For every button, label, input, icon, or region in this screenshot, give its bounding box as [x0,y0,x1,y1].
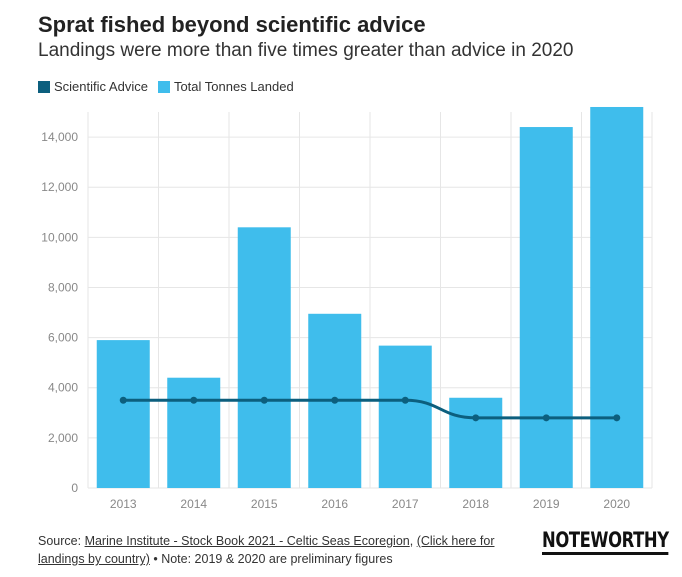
x-tick-label: 2020 [603,497,630,511]
advice-point-2020[interactable] [613,414,621,422]
legend-swatch-advice [38,80,50,93]
bar-landed-2014[interactable] [167,377,221,488]
advice-point-2017[interactable] [401,396,409,404]
chart-area: 0 2,000 4,000 6,000 8,000 10,000 12,000 14,000 2… [41,106,653,511]
x-tick-label: 2014 [180,497,207,511]
bar-landed-2013[interactable] [96,340,150,488]
source-link-landings-by-country[interactable]: (Click here for landings by country) [38,534,495,566]
x-tick-label: 2013 [110,497,137,511]
y-tick-label: 6,000 [48,331,78,345]
noteworthy-logo[interactable]: NOTEWORTHY [542,529,669,555]
legend-item-advice[interactable]: Scientific Advice [38,79,148,94]
advice-point-2013[interactable] [119,396,127,404]
y-tick-label: 4,000 [48,381,78,395]
source-note-text: • Note: 2019 & 2020 are preliminary figu… [149,552,393,566]
legend-label-landed: Total Tonnes Landed [173,79,294,94]
x-tick-label: 2015 [251,497,278,511]
source-note: Source: Marine Institute - Stock Book 20… [38,532,518,568]
source-prefix: Source: [38,534,85,548]
y-tick-label: 2,000 [48,431,78,445]
x-tick-label: 2019 [533,497,560,511]
bar-landed-2017[interactable] [378,345,432,488]
advice-point-2019[interactable] [542,414,550,422]
x-tick-label: 2016 [321,497,348,511]
advice-point-2016[interactable] [331,396,339,404]
chart-title: Sprat fished beyond scientific advice [38,12,426,37]
advice-line [123,398,617,420]
y-tick-label: 0 [71,481,78,495]
x-tick-label: 2017 [392,497,419,511]
chart-subtitle: Landings were more than five times great… [38,40,574,61]
advice-point-2015[interactable] [260,396,268,404]
y-tick-label: 12,000 [41,180,78,194]
legend-item-landed[interactable]: Total Tonnes Landed [157,79,294,94]
y-tick-label: 10,000 [41,230,78,244]
source-separator: , [409,534,417,548]
legend-swatch-landed [157,80,170,93]
advice-point-2018[interactable] [472,414,480,422]
source-link-stock-book[interactable]: Marine Institute - Stock Book 2021 - Cel… [84,534,410,548]
y-tick-label: 14,000 [41,130,78,144]
advice-point-2014[interactable] [190,396,198,404]
bar-landed-2020[interactable] [590,106,644,488]
x-tick-label: 2018 [462,497,489,511]
bar-landed-2019[interactable] [519,127,573,488]
bar-landed-2018[interactable] [449,397,503,488]
bar-landed-2015[interactable] [237,227,291,488]
y-tick-label: 8,000 [48,280,78,294]
legend: Scientific Advice Total Tonnes Landed [38,79,304,94]
legend-label-advice: Scientific Advice [54,79,148,94]
